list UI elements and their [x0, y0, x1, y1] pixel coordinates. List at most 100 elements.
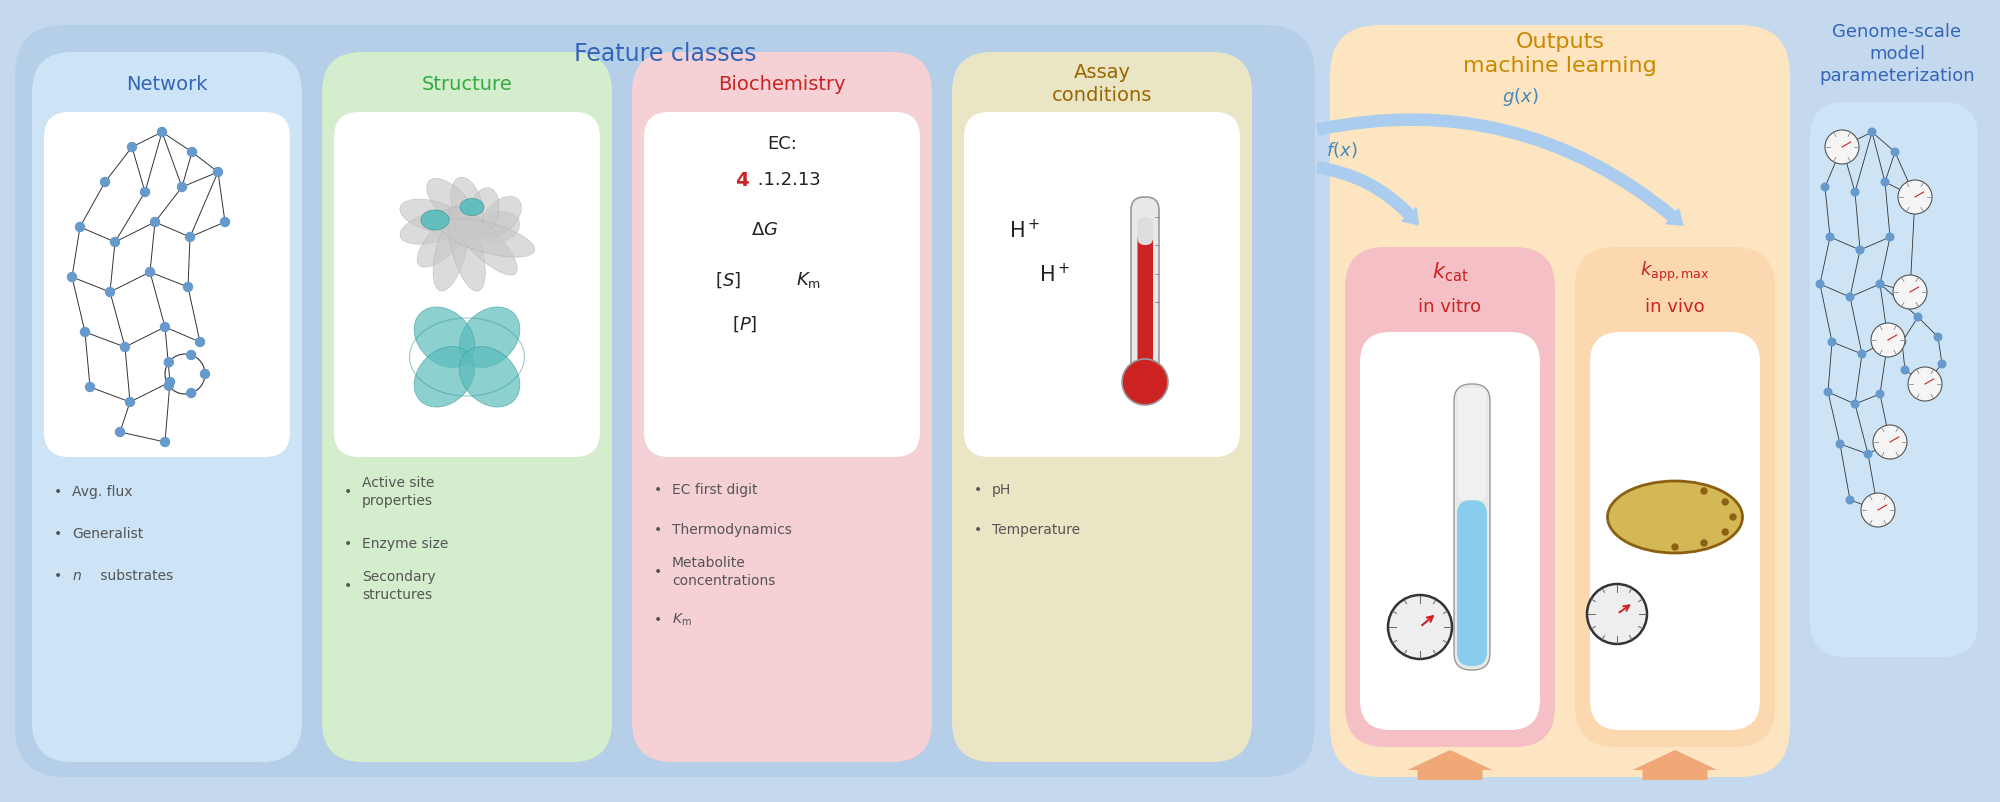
Text: Genome-scale
model
parameterization: Genome-scale model parameterization — [1820, 22, 1974, 86]
Text: Structure: Structure — [422, 75, 512, 94]
Circle shape — [110, 237, 120, 246]
FancyBboxPatch shape — [32, 52, 302, 762]
Text: $K_{\rm m}$: $K_{\rm m}$ — [672, 612, 692, 628]
Circle shape — [150, 217, 160, 226]
Circle shape — [1700, 488, 1708, 494]
Circle shape — [1824, 130, 1860, 164]
Circle shape — [80, 327, 90, 337]
Text: Secondary
structures: Secondary structures — [362, 570, 436, 602]
FancyArrow shape — [1408, 750, 1492, 780]
Ellipse shape — [468, 188, 498, 238]
Circle shape — [1730, 514, 1736, 520]
Ellipse shape — [448, 207, 518, 275]
Text: •: • — [54, 485, 62, 499]
FancyBboxPatch shape — [44, 112, 290, 457]
Ellipse shape — [450, 177, 484, 233]
Text: •: • — [344, 579, 352, 593]
Text: $g(x)$: $g(x)$ — [1502, 86, 1538, 108]
Text: pH: pH — [992, 483, 1012, 497]
Circle shape — [188, 148, 196, 156]
Text: •: • — [654, 565, 662, 579]
Text: •: • — [654, 483, 662, 497]
Circle shape — [1884, 336, 1892, 344]
Circle shape — [86, 383, 94, 391]
Circle shape — [1872, 323, 1904, 357]
FancyBboxPatch shape — [1576, 247, 1776, 747]
Circle shape — [1722, 529, 1728, 535]
FancyBboxPatch shape — [952, 52, 1252, 762]
Circle shape — [1872, 425, 1906, 459]
Ellipse shape — [448, 207, 486, 291]
Text: Generalist: Generalist — [72, 527, 144, 541]
Ellipse shape — [414, 307, 474, 367]
Circle shape — [140, 188, 150, 196]
Circle shape — [1588, 584, 1648, 644]
Text: •: • — [974, 483, 982, 497]
Circle shape — [1860, 493, 1896, 527]
Circle shape — [186, 233, 194, 241]
FancyBboxPatch shape — [16, 25, 1316, 777]
Text: $k_{\rm cat}$: $k_{\rm cat}$ — [1432, 260, 1468, 284]
Text: in vitro: in vitro — [1418, 298, 1482, 316]
Circle shape — [214, 168, 222, 176]
Ellipse shape — [440, 219, 534, 257]
Text: $K_{\rm m}$: $K_{\rm m}$ — [796, 270, 820, 290]
Circle shape — [1836, 440, 1844, 448]
Circle shape — [1882, 178, 1888, 186]
Circle shape — [1892, 148, 1898, 156]
Circle shape — [164, 381, 174, 391]
Ellipse shape — [478, 212, 520, 242]
Circle shape — [120, 342, 130, 351]
Circle shape — [1922, 380, 1928, 388]
Ellipse shape — [414, 346, 474, 407]
Circle shape — [1898, 180, 1932, 214]
Circle shape — [1824, 388, 1832, 396]
Ellipse shape — [460, 307, 520, 367]
FancyBboxPatch shape — [1590, 332, 1760, 730]
Text: Active site
properties: Active site properties — [362, 476, 434, 508]
FancyBboxPatch shape — [1138, 217, 1152, 245]
Circle shape — [1672, 544, 1678, 550]
Circle shape — [1874, 506, 1882, 514]
Circle shape — [220, 217, 230, 226]
Text: Metabolite
concentrations: Metabolite concentrations — [672, 557, 776, 588]
Text: •: • — [654, 523, 662, 537]
Circle shape — [1912, 193, 1918, 200]
Circle shape — [1700, 540, 1708, 546]
Circle shape — [1906, 288, 1914, 296]
Circle shape — [1816, 280, 1824, 288]
FancyBboxPatch shape — [1330, 25, 1790, 777]
FancyBboxPatch shape — [644, 112, 920, 457]
FancyArrowPatch shape — [1316, 162, 1418, 225]
Text: H$^+$: H$^+$ — [1010, 218, 1040, 241]
Text: $k_{\rm app,max}$: $k_{\rm app,max}$ — [1640, 260, 1710, 284]
Ellipse shape — [460, 199, 484, 216]
Text: Assay
conditions: Assay conditions — [1052, 63, 1152, 105]
Circle shape — [1876, 280, 1884, 288]
Text: Network: Network — [126, 75, 208, 94]
Ellipse shape — [482, 196, 522, 236]
Text: Thermodynamics: Thermodynamics — [672, 523, 792, 537]
FancyBboxPatch shape — [1810, 102, 1978, 657]
Text: $\mathbf{4}$: $\mathbf{4}$ — [736, 171, 750, 189]
Text: •: • — [54, 527, 62, 541]
Text: •: • — [54, 569, 62, 583]
Text: .1.2.13: .1.2.13 — [752, 171, 820, 189]
Ellipse shape — [420, 210, 448, 230]
Text: Outputs
machine learning: Outputs machine learning — [1464, 31, 1656, 76]
Circle shape — [160, 322, 170, 331]
Circle shape — [1858, 350, 1866, 358]
Circle shape — [1838, 144, 1846, 151]
FancyBboxPatch shape — [1344, 247, 1556, 747]
Circle shape — [160, 438, 170, 447]
FancyBboxPatch shape — [334, 112, 600, 457]
Circle shape — [128, 143, 136, 152]
Circle shape — [1828, 338, 1836, 346]
Ellipse shape — [416, 209, 476, 267]
Circle shape — [1914, 314, 1922, 321]
Circle shape — [1868, 128, 1876, 136]
Text: substrates: substrates — [96, 569, 174, 583]
Text: Feature classes: Feature classes — [574, 42, 756, 66]
FancyBboxPatch shape — [1360, 332, 1540, 730]
Circle shape — [184, 282, 192, 291]
